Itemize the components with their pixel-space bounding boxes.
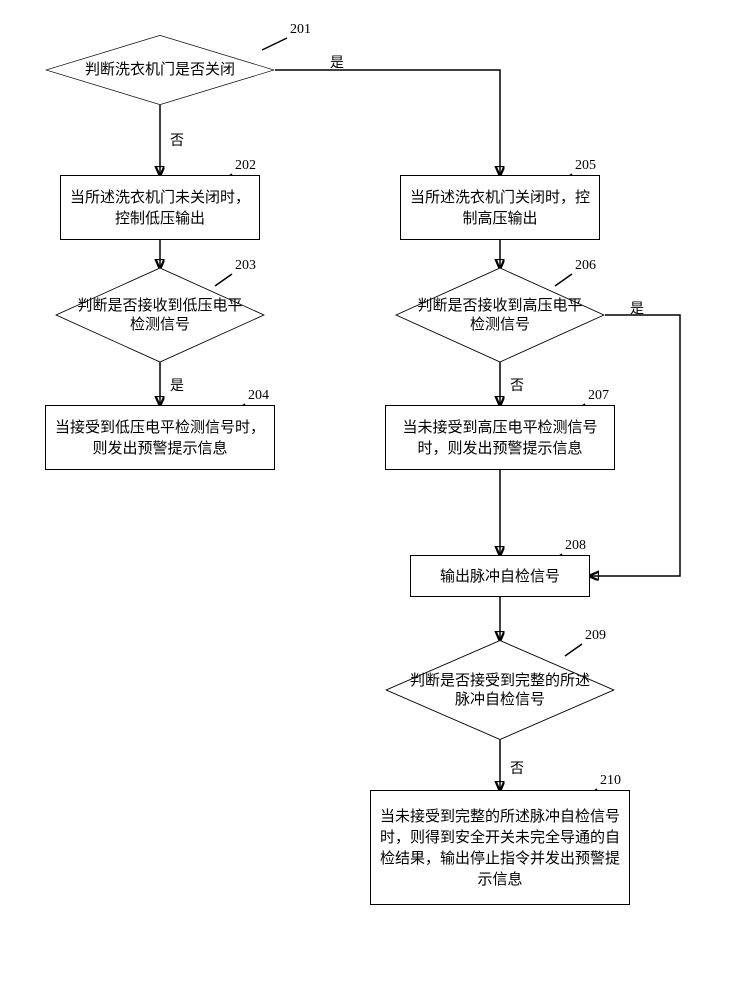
edge-label-e7: 是 xyxy=(630,298,644,318)
process-text-205: 当所述洗衣机门关闭时，控制高压输出 xyxy=(409,187,591,229)
decision-text-203: 判断是否接收到低压电平检测信号 xyxy=(72,272,248,358)
ref-label-203: 203 xyxy=(235,258,256,274)
process-207: 当未接受到高压电平检测信号时，则发出预警提示信息 xyxy=(385,405,615,470)
ref-label-205: 205 xyxy=(575,158,596,174)
edge-label-e4: 是 xyxy=(170,375,184,395)
edge-label-e2: 否 xyxy=(170,130,184,150)
process-210: 当未接受到完整的所述脉冲自检信号时，则得到安全开关未完全导通的自检结果，输出停止… xyxy=(370,790,630,905)
ref-label-210: 210 xyxy=(600,773,621,789)
edge-label-e10: 否 xyxy=(510,758,524,778)
ref-label-206: 206 xyxy=(575,258,596,274)
ref-label-208: 208 xyxy=(565,538,586,554)
process-204: 当接受到低压电平检测信号时，则发出预警提示信息 xyxy=(45,405,275,470)
ref-label-201: 201 xyxy=(290,22,311,38)
process-text-207: 当未接受到高压电平检测信号时，则发出预警提示信息 xyxy=(394,417,606,459)
ref-leader-201 xyxy=(262,38,287,50)
ref-label-207: 207 xyxy=(588,388,609,404)
ref-label-202: 202 xyxy=(235,158,256,174)
process-text-210: 当未接受到完整的所述脉冲自检信号时，则得到安全开关未完全导通的自检结果，输出停止… xyxy=(379,806,621,890)
ref-label-204: 204 xyxy=(248,388,269,404)
decision-text-206: 判断是否接收到高压电平检测信号 xyxy=(412,272,588,358)
process-202: 当所述洗衣机门未关闭时，控制低压输出 xyxy=(60,175,260,240)
edge-label-e6: 否 xyxy=(510,375,524,395)
flowchart-canvas: 判断洗衣机门是否关闭当所述洗衣机门未关闭时，控制低压输出判断是否接收到低压电平检… xyxy=(0,0,734,1000)
edge-label-e1: 是 xyxy=(330,52,344,72)
decision-text-209: 判断是否接受到完整的所述脉冲自检信号 xyxy=(403,645,596,735)
process-text-202: 当所述洗衣机门未关闭时，控制低压输出 xyxy=(69,187,251,229)
process-208: 输出脉冲自检信号 xyxy=(410,555,590,597)
edge-e1 xyxy=(275,70,500,175)
decision-text-201: 判断洗衣机门是否关闭 xyxy=(63,39,256,102)
ref-label-209: 209 xyxy=(585,628,606,644)
process-205: 当所述洗衣机门关闭时，控制高压输出 xyxy=(400,175,600,240)
process-text-208: 输出脉冲自检信号 xyxy=(440,566,560,587)
process-text-204: 当接受到低压电平检测信号时，则发出预警提示信息 xyxy=(54,417,266,459)
